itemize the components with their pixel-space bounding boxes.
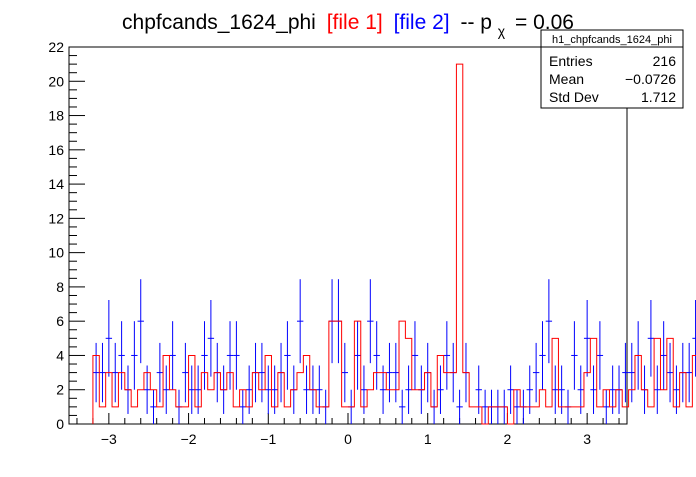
stats-stddev-value: 1.712 bbox=[641, 89, 676, 105]
stats-box: h1_chpfcands_1624_phi Entries 216 Mean −… bbox=[540, 29, 684, 109]
x-tick-label: 2 bbox=[504, 431, 512, 447]
y-axis: 0 2 4 6 8 10 12 14 16 18 20 22 bbox=[48, 39, 85, 432]
title-file1-label: [file 1] bbox=[327, 11, 383, 34]
x-tick-label: −1 bbox=[260, 431, 276, 447]
y-tick-label: 20 bbox=[48, 73, 64, 89]
series-file1-step bbox=[92, 63, 696, 425]
title-stat-subscript: χ bbox=[498, 23, 506, 39]
y-tick-label: 6 bbox=[56, 313, 64, 329]
stats-box-frame bbox=[540, 29, 684, 109]
x-tick-label: 1 bbox=[424, 431, 432, 447]
stats-mean-label: Mean bbox=[549, 71, 584, 87]
y-tick-label: 10 bbox=[48, 245, 64, 261]
x-tick-label: −3 bbox=[101, 431, 117, 447]
file1-step-outline bbox=[92, 63, 696, 425]
y-tick-label: 12 bbox=[48, 210, 64, 226]
y-tick-label: 2 bbox=[56, 382, 64, 398]
chart-title: chpfcands_1624_phi [file 1] [file 2] -- … bbox=[122, 11, 574, 41]
title-stat-value: = 0.06 bbox=[515, 11, 574, 34]
x-axis: −3 −2 −1 0 1 2 3 bbox=[76, 413, 620, 447]
y-tick-label: 14 bbox=[48, 176, 64, 192]
stats-box-title: h1_chpfcands_1624_phi bbox=[552, 34, 672, 46]
y-tick-label: 16 bbox=[48, 142, 64, 158]
y-tick-label: 0 bbox=[56, 416, 64, 432]
x-tick-label: −2 bbox=[181, 431, 197, 447]
stats-entries-label: Entries bbox=[549, 53, 593, 69]
y-tick-label: 22 bbox=[48, 39, 64, 55]
stats-mean-value: −0.0726 bbox=[625, 71, 676, 87]
stats-entries-value: 216 bbox=[653, 53, 677, 69]
stats-stddev-label: Std Dev bbox=[549, 89, 599, 105]
y-tick-label: 8 bbox=[56, 279, 64, 295]
series-file2-errorbars bbox=[92, 279, 696, 424]
y-tick-label: 4 bbox=[56, 347, 64, 363]
x-tick-label: 0 bbox=[344, 431, 352, 447]
title-stat-prefix: -- p bbox=[460, 11, 492, 34]
title-histogram-name: chpfcands_1624_phi bbox=[122, 11, 316, 34]
y-tick-label: 18 bbox=[48, 108, 64, 124]
x-tick-label: 3 bbox=[583, 431, 591, 447]
title-file2-label: [file 2] bbox=[394, 11, 450, 34]
